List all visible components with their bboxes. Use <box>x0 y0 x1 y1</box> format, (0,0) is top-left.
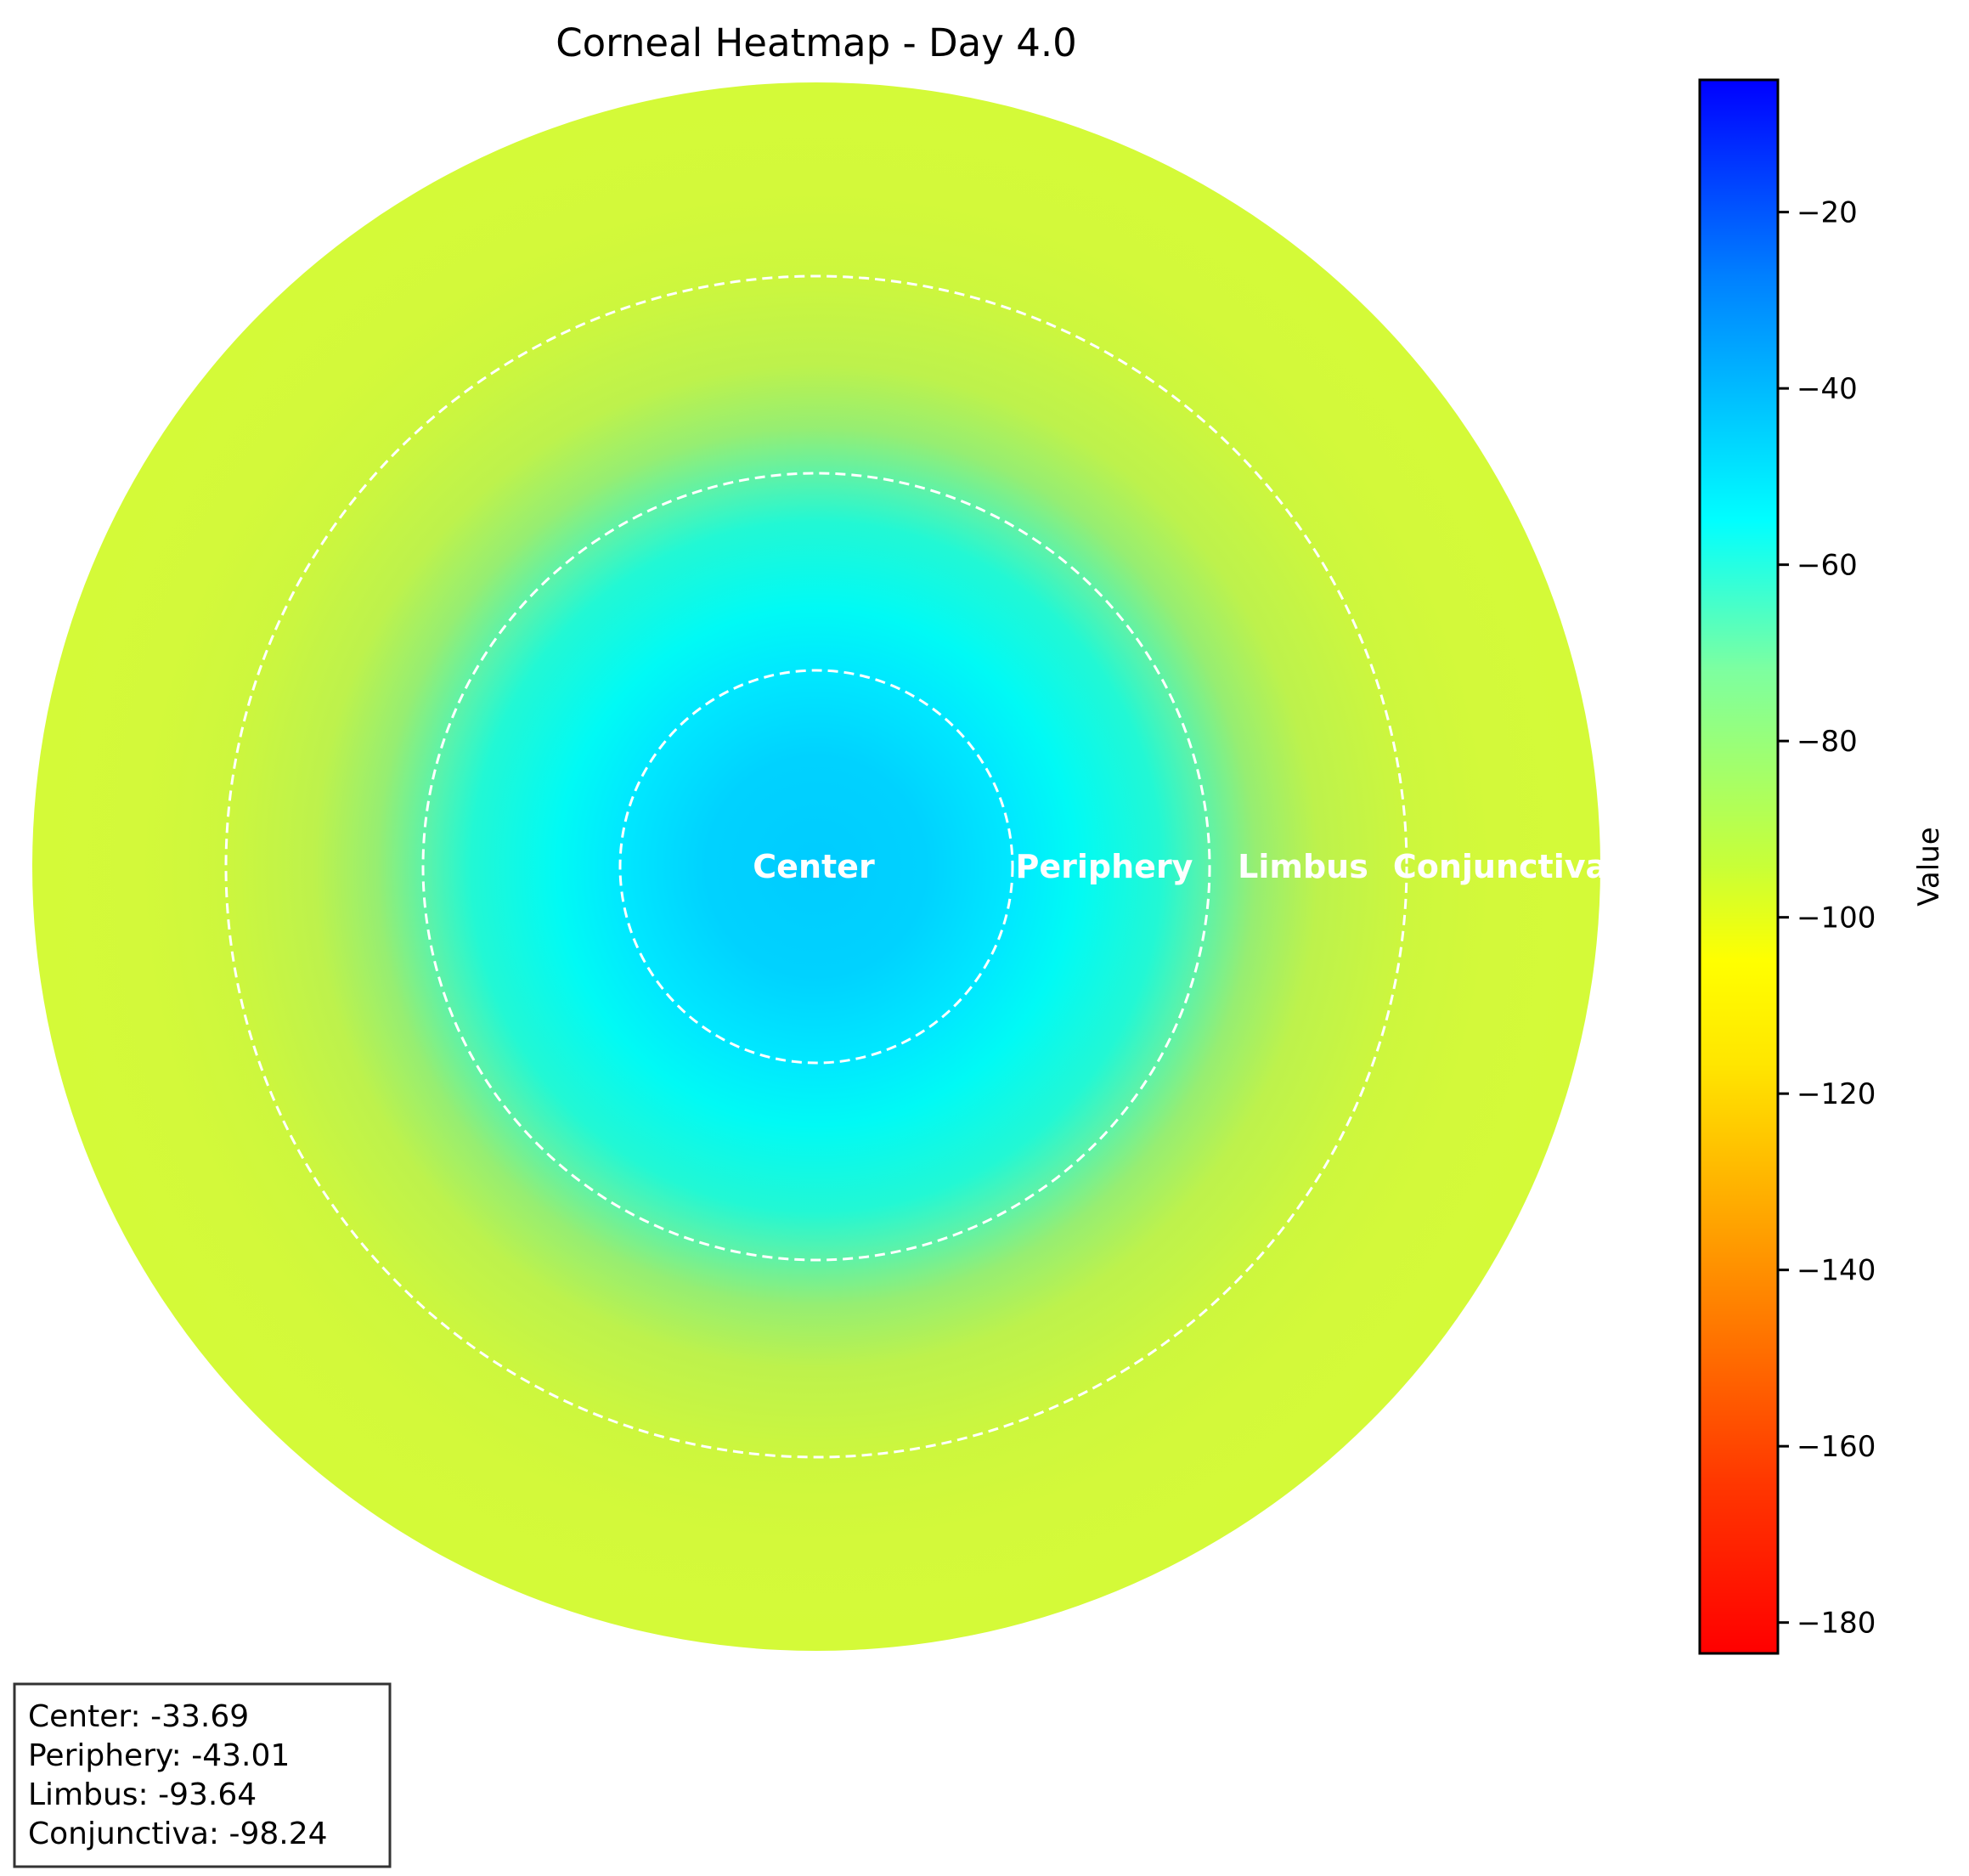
colorbar-tick-label: −40 <box>1797 372 1858 406</box>
cornea-heatmap-disc <box>32 82 1600 1651</box>
region-label-center: Center <box>753 848 875 885</box>
colorbar-tick-label: −80 <box>1797 725 1858 759</box>
colorbar-tick-label: −120 <box>1797 1077 1876 1111</box>
stats-line: Limbus: -93.64 <box>28 1777 257 1812</box>
region-boundary-ring <box>421 472 1211 1262</box>
colorbar-tick-label: −140 <box>1797 1254 1876 1288</box>
colorbar-tick-label: −100 <box>1797 901 1876 935</box>
colorbar-gradient <box>1698 78 1780 1655</box>
region-label-limbus: Limbus <box>1238 848 1368 885</box>
stats-line: Center: -33.69 <box>28 1699 249 1734</box>
region-boundary-ring <box>224 274 1408 1459</box>
region-boundary-ring <box>618 669 1014 1065</box>
stats-box: Center: -33.69 Periphery: -43.01 Limbus: -… <box>13 1682 392 1868</box>
colorbar-tick-label: −180 <box>1797 1607 1876 1641</box>
region-boundaries <box>224 274 1408 1459</box>
stats-line: Conjunctiva: -98.24 <box>28 1817 328 1851</box>
colorbar-tick-label: −160 <box>1797 1430 1876 1464</box>
colorbar-tick-label: −60 <box>1797 549 1858 583</box>
colorbar-label: Value <box>1912 827 1946 906</box>
region-labels: Center Periphery Limbus Conjunctiva <box>753 848 1607 885</box>
stats-box-frame <box>13 1682 392 1868</box>
stats-line: Periphery: -43.01 <box>28 1738 290 1773</box>
plot-area: Center Periphery Limbus Conjunctiva <box>32 82 1607 1651</box>
chart-title: Corneal Heatmap - Day 4.0 <box>556 20 1077 65</box>
colorbar-ticks: −20 −40 −60 −80 −100 −120 −140 −160 −180 <box>1778 196 1876 1641</box>
region-label-conjunctiva: Conjunctiva <box>1393 848 1607 885</box>
region-label-periphery: Periphery <box>1016 848 1193 885</box>
colorbar: −20 −40 −60 −80 −100 −120 −140 −160 −180 Value <box>1698 78 1946 1655</box>
colorbar-tick-label: −20 <box>1797 196 1858 230</box>
